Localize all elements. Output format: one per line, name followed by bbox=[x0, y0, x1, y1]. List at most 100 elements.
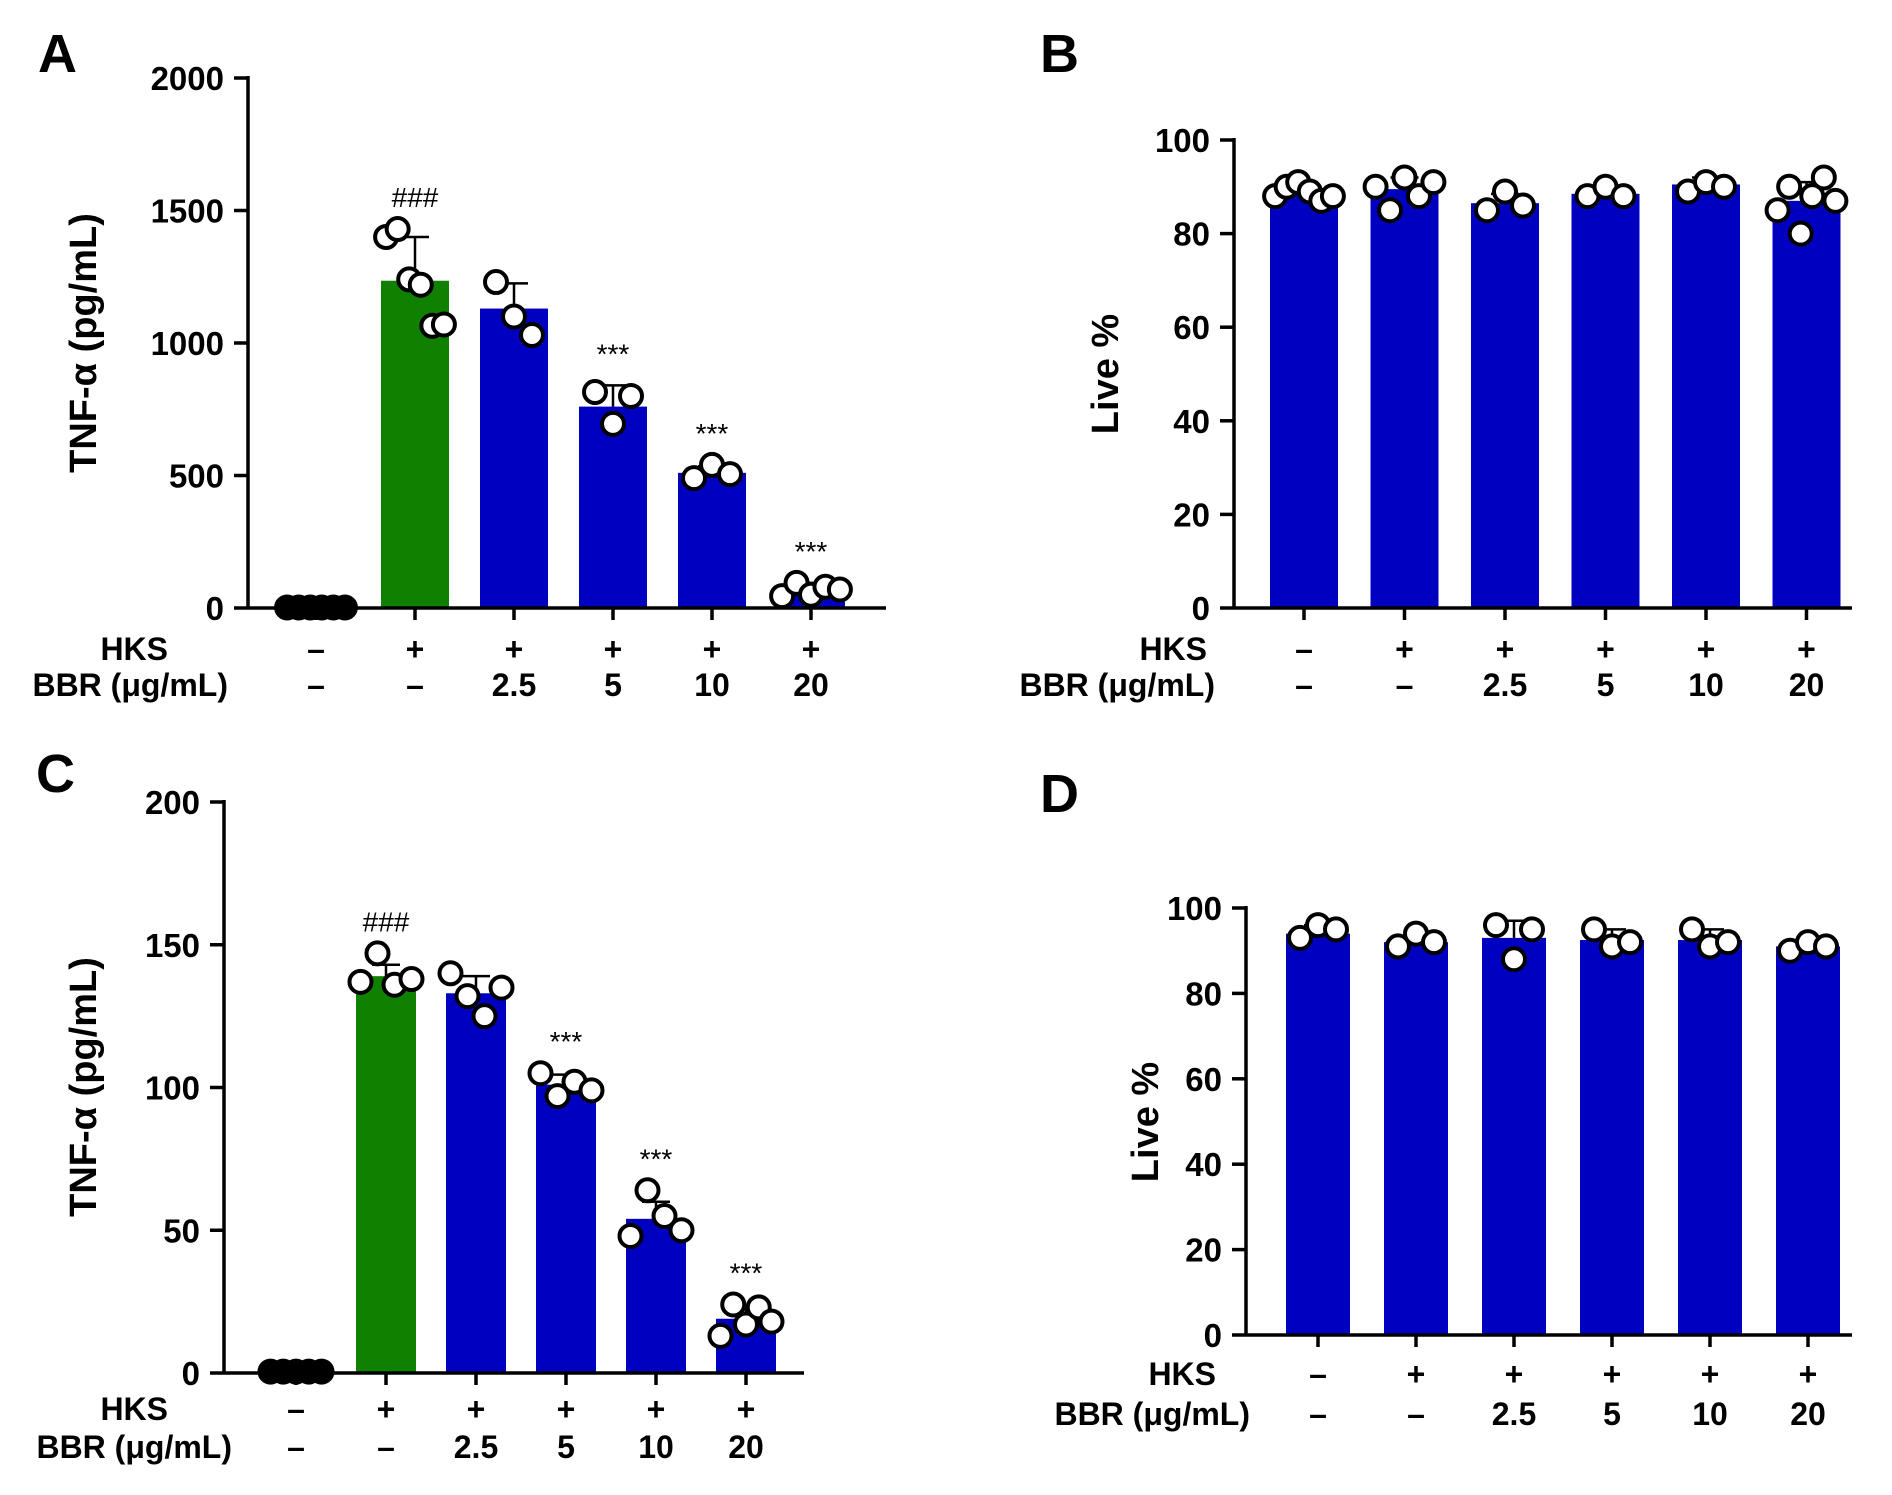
bbr-condition-label: – bbox=[406, 667, 424, 703]
data-point bbox=[1711, 173, 1737, 200]
bar bbox=[678, 472, 746, 608]
hks-condition-label: + bbox=[505, 631, 524, 667]
data-point bbox=[651, 1202, 678, 1229]
data-point bbox=[398, 966, 425, 993]
y-tick-label: 100 bbox=[1155, 122, 1210, 159]
y-tick-label: 0 bbox=[206, 590, 224, 627]
significance-label: ### bbox=[363, 906, 410, 937]
row-label-hks: HKS bbox=[1139, 631, 1207, 667]
data-point bbox=[519, 322, 545, 349]
row-label-bbr: BBR (μg/mL) bbox=[32, 667, 228, 703]
data-point bbox=[707, 1322, 734, 1349]
bbr-condition-label: 20 bbox=[728, 1429, 764, 1465]
bar bbox=[1471, 203, 1539, 608]
significance-label: ### bbox=[392, 182, 439, 213]
bar bbox=[446, 993, 506, 1373]
hks-condition-label: + bbox=[1395, 631, 1414, 667]
y-tick-label: 1000 bbox=[151, 325, 224, 362]
data-point bbox=[1610, 183, 1637, 210]
data-point bbox=[1822, 187, 1849, 214]
y-tick-label: 150 bbox=[145, 927, 200, 964]
y-tick-label: 20 bbox=[1185, 1232, 1222, 1269]
data-point bbox=[1319, 183, 1346, 210]
data-point bbox=[1787, 220, 1814, 247]
data-point bbox=[617, 1222, 644, 1249]
bar bbox=[1286, 933, 1350, 1335]
bar bbox=[1580, 940, 1644, 1335]
hks-condition-label: + bbox=[737, 1391, 756, 1427]
bar bbox=[1672, 184, 1740, 608]
data-point bbox=[544, 1083, 571, 1110]
significance-label: *** bbox=[795, 536, 828, 567]
hks-condition-label: + bbox=[703, 631, 722, 667]
bar bbox=[536, 1084, 596, 1373]
y-axis-label: TNF-α (pg/mL) bbox=[63, 957, 105, 1217]
data-point bbox=[527, 1060, 554, 1087]
data-point bbox=[483, 269, 509, 296]
hks-condition-label: + bbox=[377, 1391, 396, 1427]
data-point bbox=[437, 960, 464, 987]
hks-condition-label: + bbox=[1799, 1356, 1818, 1392]
data-point bbox=[384, 216, 411, 243]
data-point bbox=[1483, 912, 1509, 939]
hks-condition-label: + bbox=[802, 631, 821, 667]
y-tick-label: 500 bbox=[169, 458, 224, 495]
data-point bbox=[634, 1177, 661, 1204]
y-tick-label: 50 bbox=[163, 1212, 200, 1249]
y-tick-label: 100 bbox=[145, 1070, 200, 1107]
data-point bbox=[668, 1217, 695, 1244]
bar bbox=[1678, 940, 1742, 1335]
data-point bbox=[600, 410, 626, 437]
data-point bbox=[1679, 916, 1705, 943]
bbr-condition-label: 5 bbox=[1597, 667, 1615, 703]
bar bbox=[1482, 937, 1546, 1335]
bbr-condition-label: – bbox=[287, 1429, 305, 1465]
data-point bbox=[1764, 197, 1791, 224]
data-point bbox=[1519, 916, 1545, 943]
y-tick-label: 0 bbox=[1204, 1317, 1222, 1354]
bar bbox=[1384, 942, 1448, 1335]
data-point bbox=[618, 383, 644, 409]
bbr-condition-label: 20 bbox=[1790, 1396, 1826, 1432]
y-tick-label: 60 bbox=[1185, 1061, 1222, 1098]
panel-D: D Live % – – + – +2.5 +5 +10 +20 HKS BBR (μg/mL) 0 20… bbox=[1040, 764, 1852, 1432]
bbr-condition-label: 10 bbox=[1692, 1396, 1728, 1432]
panel-letter-A: A bbox=[38, 24, 77, 84]
bbr-condition-label: 10 bbox=[1688, 667, 1724, 703]
significance-label: *** bbox=[597, 338, 630, 369]
data-point bbox=[471, 1003, 498, 1030]
data-point bbox=[826, 576, 853, 603]
y-tick-label: 60 bbox=[1173, 309, 1210, 346]
bbr-condition-label: – bbox=[1309, 1396, 1327, 1432]
significance-label: *** bbox=[730, 1257, 763, 1288]
panel-letter-D: D bbox=[1040, 764, 1079, 824]
data-point bbox=[1776, 173, 1803, 200]
y-tick-label: 40 bbox=[1173, 403, 1210, 440]
data-point bbox=[454, 983, 481, 1010]
data-point bbox=[1287, 924, 1313, 951]
data-point bbox=[717, 461, 743, 488]
data-point bbox=[1617, 929, 1643, 956]
data-point bbox=[1385, 933, 1411, 960]
hks-condition-label: + bbox=[647, 1391, 666, 1427]
bar bbox=[1370, 189, 1439, 608]
bbr-condition-label: 20 bbox=[793, 667, 829, 703]
bbr-condition-label: – bbox=[307, 667, 325, 703]
bbr-condition-label: – bbox=[1396, 667, 1414, 703]
y-tick-label: 0 bbox=[1192, 590, 1210, 627]
significance-label: *** bbox=[640, 1143, 673, 1174]
y-tick-label: 40 bbox=[1185, 1146, 1222, 1183]
bbr-condition-label: – bbox=[1407, 1396, 1425, 1432]
data-point bbox=[758, 1308, 785, 1335]
bbr-condition-label: 2.5 bbox=[1492, 1396, 1536, 1432]
data-point bbox=[1492, 178, 1518, 205]
data-point bbox=[1362, 173, 1389, 200]
bbr-condition-label: 20 bbox=[1789, 667, 1825, 703]
hks-condition-label: + bbox=[406, 631, 425, 667]
row-label-hks: HKS bbox=[1148, 1356, 1216, 1392]
hks-condition-label: – bbox=[1309, 1356, 1327, 1392]
y-tick-label: 2000 bbox=[151, 60, 224, 97]
bbr-condition-label: 10 bbox=[694, 667, 730, 703]
